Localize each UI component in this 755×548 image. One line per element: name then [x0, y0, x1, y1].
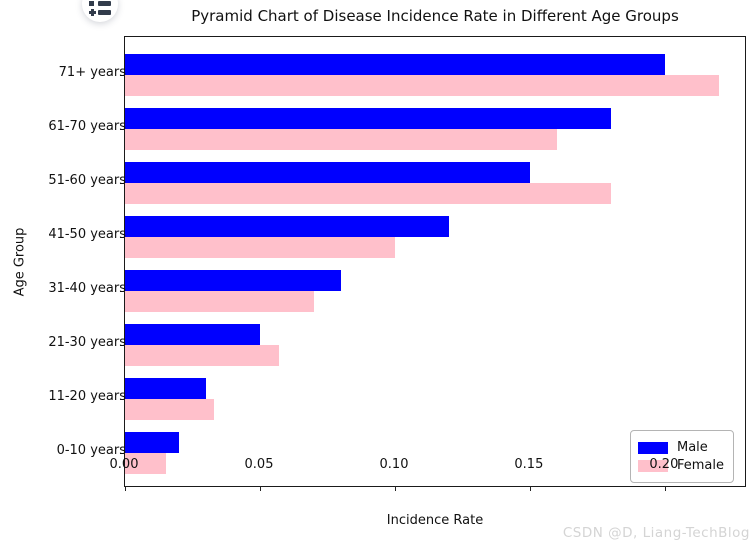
bar-male-61-70-years [125, 108, 611, 130]
y-tick-label: 41-50 years [48, 227, 126, 242]
x-tick-label: 0.20 [649, 457, 679, 472]
y-tick-mark [120, 75, 125, 77]
chart-title: Pyramid Chart of Disease Incidence Rate … [191, 7, 679, 25]
y-tick-label: 51-60 years [48, 173, 126, 189]
bar-female-11-20-years [125, 398, 215, 420]
y-tick-label: 11-20 years [48, 388, 126, 404]
y-tick-mark [120, 183, 125, 185]
plot-area: Male Female [120, 36, 746, 491]
x-axis-title: Incidence Rate [386, 513, 484, 528]
x-tick-mark [664, 486, 666, 491]
x-tick-label: 0.15 [514, 457, 544, 472]
x-tick-mark [125, 486, 126, 491]
y-tick-label: 21-30 years [48, 334, 126, 350]
legend-row: Male [637, 440, 724, 455]
bar-female-51-60-years [125, 183, 611, 205]
bar-male-21-30-years [125, 323, 260, 345]
x-tick-label: 0.05 [244, 457, 274, 472]
bar-male-71+-years [125, 54, 665, 76]
list-icon-dot [89, 1, 94, 6]
bar-male-11-20-years [125, 377, 206, 399]
x-tick-mark [395, 486, 396, 491]
bar-male-0-10-years [125, 431, 179, 453]
list-icon-bar [98, 1, 111, 6]
y-tick-mark [120, 290, 125, 292]
bar-female-0-10-years [125, 452, 166, 474]
bar-male-41-50-years [125, 216, 449, 237]
x-tick-mark [260, 486, 261, 491]
y-tick-mark [120, 398, 125, 400]
x-tick-label: 0.00 [109, 457, 139, 472]
y-tick-label: 0-10 years [56, 442, 126, 458]
bar-female-61-70-years [125, 129, 557, 151]
bar-male-31-40-years [125, 269, 341, 291]
y-tick-label: 61-70 years [48, 119, 126, 135]
y-tick-label: 71+ years [58, 65, 126, 81]
x-tick-mark [529, 486, 531, 491]
bar-male-51-60-years [125, 162, 530, 184]
bar-female-71+-years [125, 75, 719, 97]
y-tick-label: 31-40 years [48, 280, 126, 296]
legend-label: Male [676, 440, 708, 455]
list-icon-bar [98, 10, 111, 15]
list-icon [89, 1, 111, 19]
bar-female-41-50-years [125, 237, 395, 258]
bar-female-31-40-years [125, 290, 314, 312]
legend-swatch-female [637, 459, 668, 472]
y-tick-mark [120, 237, 125, 238]
x-tick-label: 0.10 [379, 457, 409, 472]
legend-row: Female [637, 458, 724, 473]
legend: Male Female [629, 430, 734, 483]
legend-label: Female [676, 458, 724, 473]
y-tick-mark [120, 452, 125, 454]
y-tick-mark [120, 129, 125, 131]
floating-toc-button[interactable] [82, 0, 118, 22]
watermark-text: CSDN @D, Liang-TechBlog [562, 525, 750, 541]
list-icon-plus [89, 9, 96, 16]
bar-female-21-30-years [125, 344, 279, 366]
y-tick-mark [120, 344, 125, 346]
legend-swatch-male [637, 441, 668, 454]
